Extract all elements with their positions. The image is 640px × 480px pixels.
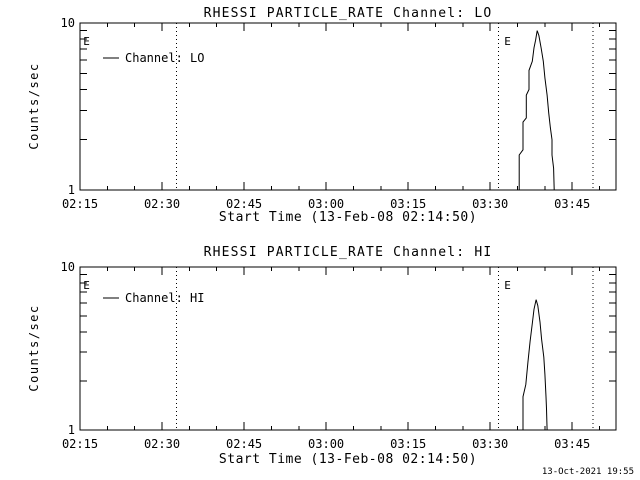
x-axis-tick-label: 02:30 — [144, 197, 180, 211]
x-axis-tick-label: 03:00 — [308, 197, 344, 211]
eclipse-marker-label: E — [504, 35, 511, 48]
data-curve — [518, 30, 555, 191]
plot2-x-axis-title: Start Time (13-Feb-08 02:14:50) — [219, 452, 477, 467]
eclipse-marker-label: E — [83, 35, 90, 48]
plot2-legend-label: Channel: HI — [125, 291, 204, 305]
x-axis-tick-label: 02:30 — [144, 437, 180, 451]
creation-timestamp: 13-Oct-2021 19:55 — [542, 467, 634, 477]
x-axis-tick-label: 02:45 — [226, 197, 262, 211]
x-axis-tick-label: 02:15 — [62, 197, 98, 211]
plot1-legend-label: Channel: LO — [125, 51, 204, 65]
y-axis-tick-label: 1 — [68, 423, 75, 437]
x-axis-tick-label: 03:15 — [390, 197, 426, 211]
y-axis-tick-label: 1 — [68, 183, 75, 197]
plot1-x-axis-title: Start Time (13-Feb-08 02:14:50) — [219, 210, 477, 225]
plot2-y-axis-title: Counts/sec — [27, 304, 41, 391]
plot-frame — [79, 22, 617, 191]
plot1-y-axis-title: Counts/sec — [27, 62, 41, 149]
x-axis-tick-label: 03:30 — [472, 437, 508, 451]
x-axis-tick-label: 03:15 — [390, 437, 426, 451]
plot1-title: RHESSI PARTICLE_RATE Channel: LO — [204, 6, 493, 21]
x-axis-tick-label: 02:45 — [226, 437, 262, 451]
y-axis-tick-label: 10 — [61, 16, 75, 30]
y-axis-tick-label: 10 — [61, 260, 75, 274]
x-axis-tick-label: 03:30 — [472, 197, 508, 211]
plot-frame — [79, 266, 617, 431]
eclipse-marker-label: E — [83, 279, 90, 292]
plot2-title: RHESSI PARTICLE_RATE Channel: HI — [204, 245, 493, 260]
x-axis-tick-label: 03:45 — [554, 437, 590, 451]
eclipse-marker-label: E — [504, 279, 511, 292]
x-axis-tick-label: 03:45 — [554, 197, 590, 211]
data-curve — [522, 299, 548, 431]
x-axis-tick-label: 03:00 — [308, 437, 344, 451]
x-axis-tick-label: 02:15 — [62, 437, 98, 451]
